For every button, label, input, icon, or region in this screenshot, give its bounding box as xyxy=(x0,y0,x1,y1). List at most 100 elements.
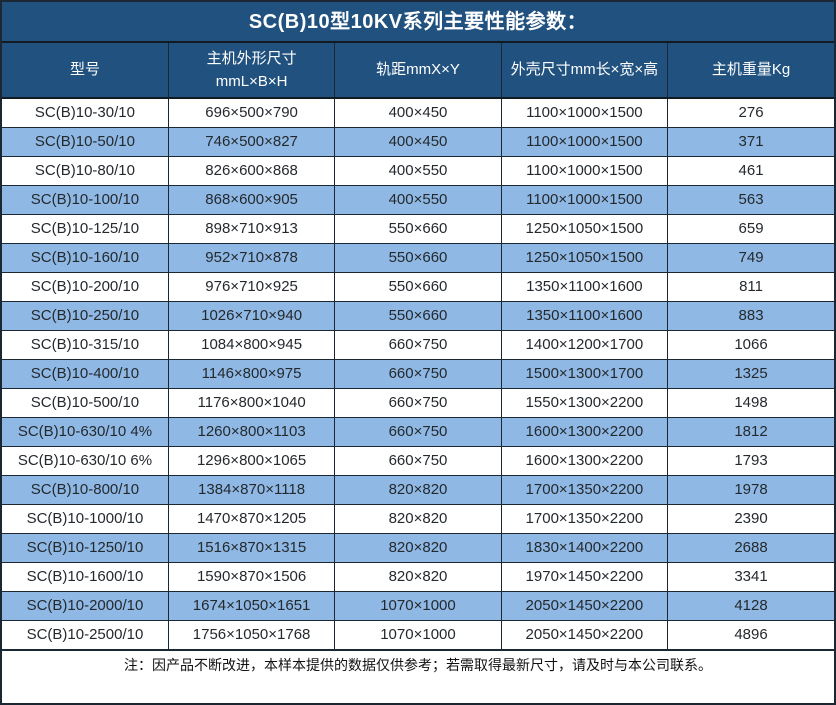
table-cell: 400×450 xyxy=(334,98,502,128)
table-row: SC(B)10-50/10 746×500×827 400×450 1100×1000… xyxy=(2,127,834,157)
table-cell: 898×710×913 xyxy=(168,214,336,244)
parameters-table: 型号 主机外形尺寸 mmL×B×H 轨距mmX×Y 外壳尺寸mm长×宽×高 主机… xyxy=(2,43,834,649)
table-cell: 696×500×790 xyxy=(168,98,336,128)
table-cell: 1296×800×1065 xyxy=(168,446,336,476)
table-cell: 1498 xyxy=(667,388,834,418)
header-sublabel: mmL×B×H xyxy=(215,73,288,90)
table-cell: SC(B)10-800/10 xyxy=(2,475,169,505)
header-weight: 主机重量Kg xyxy=(667,43,834,99)
header-label: 轨距mmX×Y xyxy=(376,61,460,79)
table-cell: 883 xyxy=(667,301,834,331)
table-row: SC(B)10-80/10 826×600×868 400×550 1100×1000… xyxy=(2,156,834,186)
table-cell: 1026×710×940 xyxy=(168,301,336,331)
table-row: SC(B)10-630/10 6% 1296×800×1065 660×750 160… xyxy=(2,446,834,476)
table-cell: SC(B)10-160/10 xyxy=(2,243,169,273)
table-cell: 1674×1050×1651 xyxy=(168,591,336,621)
table-cell: 1756×1050×1768 xyxy=(168,620,336,649)
table-cell: 820×820 xyxy=(334,562,502,592)
table-cell: 1100×1000×1500 xyxy=(501,185,669,215)
table-row: SC(B)10-200/10 976×710×925 550×660 1350×110… xyxy=(2,272,834,302)
table-cell: 1600×1300×2200 xyxy=(501,446,669,476)
table-cell: 660×750 xyxy=(334,417,502,447)
table-cell: 2688 xyxy=(667,533,834,563)
table-cell: SC(B)10-1250/10 xyxy=(2,533,169,563)
table-cell: SC(B)10-250/10 xyxy=(2,301,169,331)
table-cell: 550×660 xyxy=(334,301,502,331)
table-cell: SC(B)10-500/10 xyxy=(2,388,169,418)
table-cell: 1070×1000 xyxy=(334,591,502,621)
header-row: 型号 主机外形尺寸 mmL×B×H 轨距mmX×Y 外壳尺寸mm长×宽×高 主机… xyxy=(2,43,834,99)
table-cell: 2050×1450×2200 xyxy=(501,591,669,621)
table-cell: 660×750 xyxy=(334,446,502,476)
table-cell: SC(B)10-315/10 xyxy=(2,330,169,360)
table-cell: 746×500×827 xyxy=(168,127,336,157)
table-cell: 1384×870×1118 xyxy=(168,475,336,505)
table-cell: 400×550 xyxy=(334,185,502,215)
table-cell: 976×710×925 xyxy=(168,272,336,302)
table-cell: 1793 xyxy=(667,446,834,476)
table-cell: 1070×1000 xyxy=(334,620,502,649)
table-cell: 1700×1350×2200 xyxy=(501,504,669,534)
table-cell: SC(B)10-100/10 xyxy=(2,185,169,215)
header-label: 型号 xyxy=(69,61,100,79)
table-row: SC(B)10-1000/10 1470×870×1205 820×820 1700×… xyxy=(2,504,834,534)
table-cell: 1590×870×1506 xyxy=(168,562,336,592)
table-cell: 1600×1300×2200 xyxy=(501,417,669,447)
table-cell: SC(B)10-50/10 xyxy=(2,127,169,157)
table-cell: 660×750 xyxy=(334,359,502,389)
table-cell: 820×820 xyxy=(334,533,502,563)
header-model: 型号 xyxy=(2,43,169,99)
table-cell: 400×550 xyxy=(334,156,502,186)
table-cell: 3341 xyxy=(667,562,834,592)
page-title: SC(B)10型10KV系列主要性能参数： xyxy=(2,2,834,43)
table-row: SC(B)10-160/10 952×710×878 550×660 1250×105… xyxy=(2,243,834,273)
table-cell: 820×820 xyxy=(334,475,502,505)
table-cell: 276 xyxy=(667,98,834,128)
table-row: SC(B)10-1600/10 1590×870×1506 820×820 1970×… xyxy=(2,562,834,592)
table-cell: 1084×800×945 xyxy=(168,330,336,360)
table-row: SC(B)10-2500/10 1756×1050×1768 1070×1000 20… xyxy=(2,620,834,649)
table-row: SC(B)10-400/10 1146×800×975 660×750 1500×13… xyxy=(2,359,834,389)
table-cell: 400×450 xyxy=(334,127,502,157)
table-cell: 2050×1450×2200 xyxy=(501,620,669,649)
table-cell: 550×660 xyxy=(334,243,502,273)
table-cell: 1100×1000×1500 xyxy=(501,156,669,186)
table-cell: 952×710×878 xyxy=(168,243,336,273)
table-cell: 826×600×868 xyxy=(168,156,336,186)
table-cell: 1350×1100×1600 xyxy=(501,301,669,331)
table-cell: 1516×870×1315 xyxy=(168,533,336,563)
table-cell: SC(B)10-30/10 xyxy=(2,98,169,128)
header-rail-gauge: 轨距mmX×Y xyxy=(334,43,502,99)
table-cell: 660×750 xyxy=(334,388,502,418)
header-label: 外壳尺寸mm长×宽×高 xyxy=(510,61,659,79)
table-cell: SC(B)10-1000/10 xyxy=(2,504,169,534)
table-cell: 1066 xyxy=(667,330,834,360)
table-cell: 1176×800×1040 xyxy=(168,388,336,418)
table-cell: 1250×1050×1500 xyxy=(501,214,669,244)
table-cell: 2390 xyxy=(667,504,834,534)
table-cell: 868×600×905 xyxy=(168,185,336,215)
table-row: SC(B)10-315/10 1084×800×945 660×750 1400×12… xyxy=(2,330,834,360)
table-cell: 1100×1000×1500 xyxy=(501,98,669,128)
table-cell: 371 xyxy=(667,127,834,157)
table-cell: 749 xyxy=(667,243,834,273)
header-label: 主机外形尺寸 xyxy=(206,49,297,67)
table-cell: SC(B)10-630/10 6% xyxy=(2,446,169,476)
table-cell: 550×660 xyxy=(334,272,502,302)
table-cell: SC(B)10-2500/10 xyxy=(2,620,169,649)
table-cell: 563 xyxy=(667,185,834,215)
table-cell: SC(B)10-200/10 xyxy=(2,272,169,302)
table-row: SC(B)10-630/10 4% 1260×800×1103 660×750 160… xyxy=(2,417,834,447)
table-row: SC(B)10-500/10 1176×800×1040 660×750 1550×1… xyxy=(2,388,834,418)
table-cell: 1260×800×1103 xyxy=(168,417,336,447)
table-cell: SC(B)10-2000/10 xyxy=(2,591,169,621)
table-cell: 811 xyxy=(667,272,834,302)
table-cell: 1100×1000×1500 xyxy=(501,127,669,157)
table-cell: SC(B)10-80/10 xyxy=(2,156,169,186)
table-cell: 550×660 xyxy=(334,214,502,244)
table-cell: 461 xyxy=(667,156,834,186)
table-row: SC(B)10-30/10 696×500×790 400×450 1100×1000… xyxy=(2,98,834,128)
table-cell: 660×750 xyxy=(334,330,502,360)
table-header: 型号 主机外形尺寸 mmL×B×H 轨距mmX×Y 外壳尺寸mm长×宽×高 主机… xyxy=(2,43,834,99)
